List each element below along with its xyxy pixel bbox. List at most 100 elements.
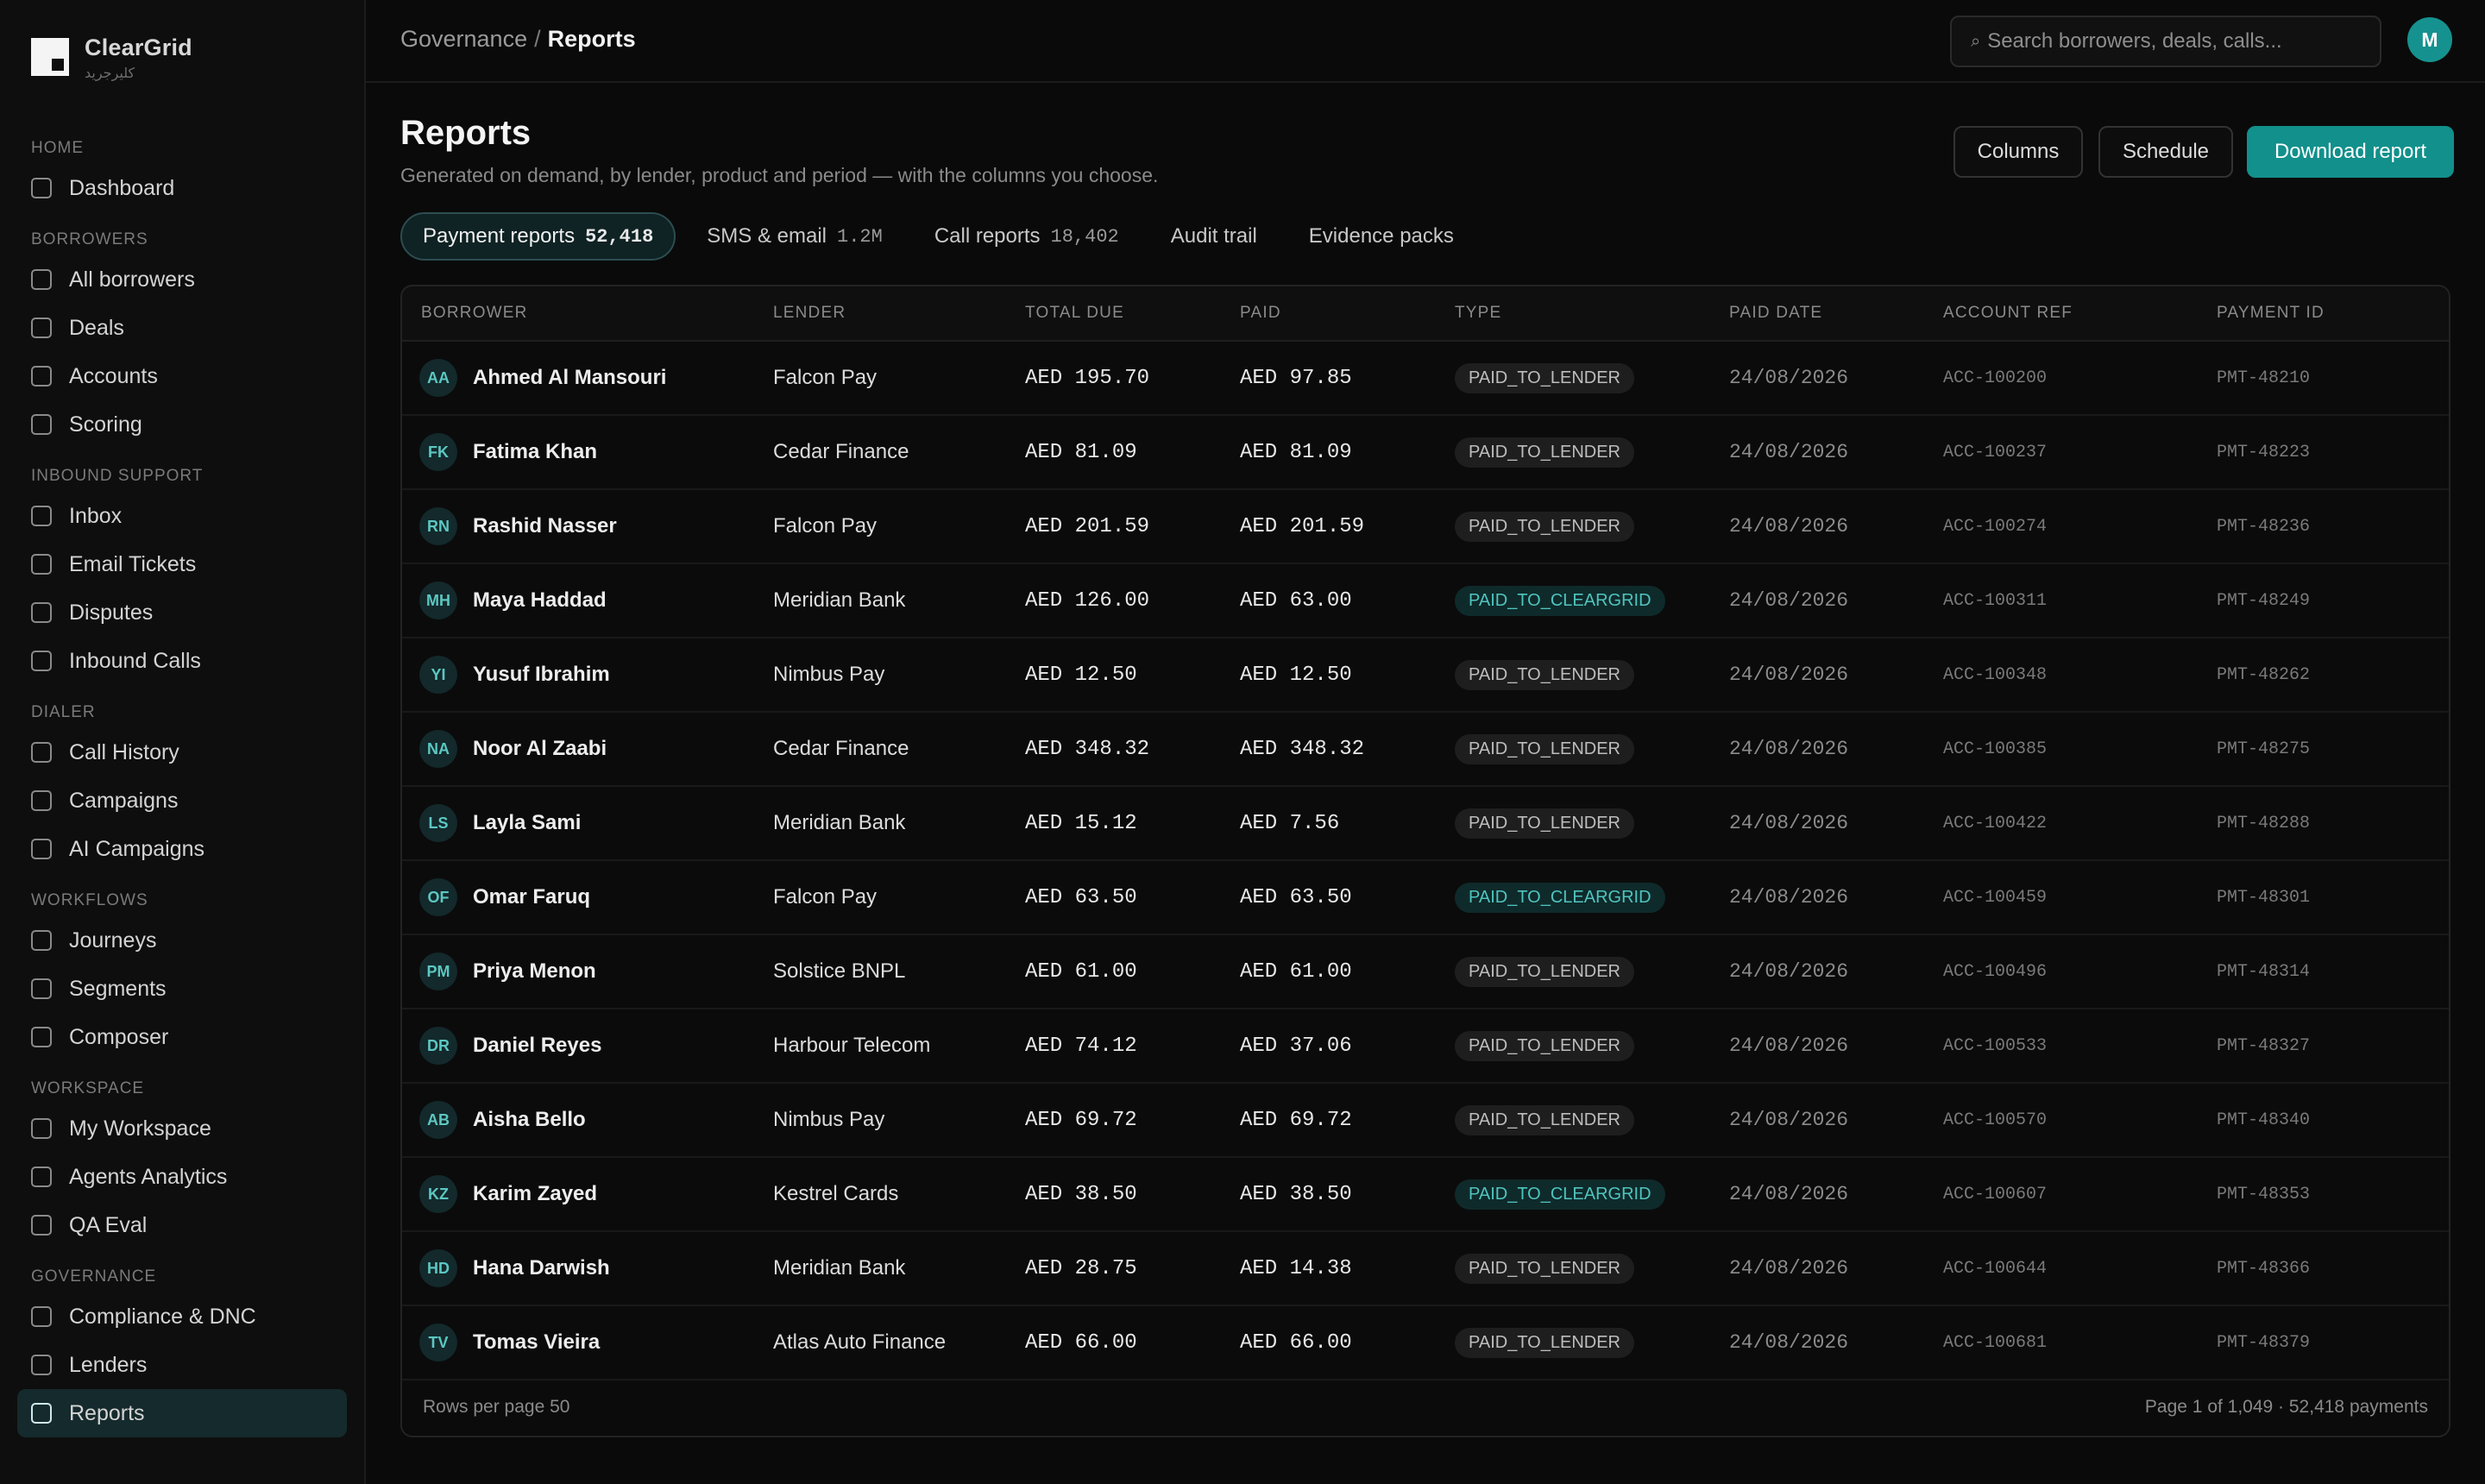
column-header-paid[interactable]: PAID: [1240, 304, 1281, 322]
paid-date-value: 24/08/2026: [1729, 1109, 1849, 1131]
column-header-lender[interactable]: LENDER: [773, 304, 846, 322]
column-header-type[interactable]: TYPE: [1455, 304, 1502, 322]
payment-id-value: PMT-48223: [2217, 442, 2311, 462]
sidebar-item-dashboard[interactable]: Dashboard: [17, 164, 347, 212]
table-body: AA Ahmed Al Mansouri Falcon Pay AED 195.70 A…: [402, 342, 2449, 1380]
columns-button[interactable]: Columns: [1953, 126, 2083, 178]
borrower-name[interactable]: Hana Darwish: [473, 1256, 610, 1280]
rows-per-page[interactable]: Rows per page 50: [423, 1397, 570, 1417]
sidebar-item-all-borrowers[interactable]: All borrowers: [17, 255, 347, 304]
column-header-total-due[interactable]: TOTAL DUE: [1025, 304, 1124, 322]
sidebar-item-call-history[interactable]: Call History: [17, 728, 347, 777]
nav-item-icon: [31, 318, 52, 338]
borrower-name[interactable]: Fatima Khan: [473, 440, 598, 463]
table-row[interactable]: TV Tomas Vieira Atlas Auto Finance AED 66.0…: [402, 1306, 2449, 1380]
sidebar-item-segments[interactable]: Segments: [17, 965, 347, 1013]
borrower-name[interactable]: Tomas Vieira: [473, 1330, 601, 1354]
nav-item-icon: [31, 930, 52, 951]
table-row[interactable]: LS Layla Sami Meridian Bank AED 15.12 AED 7.…: [402, 787, 2449, 861]
total-due-value: AED 28.75: [1025, 1256, 1137, 1280]
tab-sms-and-email[interactable]: SMS & email 1.2M: [686, 212, 903, 261]
sidebar-item-campaigns[interactable]: Campaigns: [17, 777, 347, 825]
nav-item-icon: [31, 554, 52, 575]
table-row[interactable]: AA Ahmed Al Mansouri Falcon Pay AED 195.70 A…: [402, 342, 2449, 416]
borrower-name[interactable]: Aisha Bello: [473, 1108, 586, 1131]
borrower-avatar: MH: [419, 582, 457, 619]
sidebar-item-journeys[interactable]: Journeys: [17, 916, 347, 965]
column-header-paid-date[interactable]: PAID DATE: [1729, 304, 1823, 322]
borrower-name[interactable]: Noor Al Zaabi: [473, 737, 607, 760]
borrower-name[interactable]: Karim Zayed: [473, 1182, 598, 1205]
column-header-borrower[interactable]: BORROWER: [421, 304, 528, 322]
sidebar-item-qa-eval[interactable]: QA Eval: [17, 1201, 347, 1249]
tab-label: Payment reports: [423, 224, 576, 248]
tab-call-reports[interactable]: Call reports 18,402: [914, 212, 1140, 261]
paid-cell: AED 14.38: [1240, 1257, 1455, 1280]
paid-date-cell: 24/08/2026: [1729, 589, 1943, 612]
sidebar-item-compliance-and-dnc[interactable]: Compliance & DNC: [17, 1292, 347, 1341]
total-due-cell: AED 201.59: [1025, 515, 1240, 538]
borrower-name[interactable]: Yusuf Ibrahim: [473, 663, 610, 686]
user-avatar[interactable]: M: [2407, 17, 2452, 62]
brand[interactable]: ClearGrid كليرجريد: [31, 35, 192, 81]
paid-date-cell: 24/08/2026: [1729, 1183, 1943, 1205]
paid-date-cell: 24/08/2026: [1729, 812, 1943, 834]
tab-audit-trail[interactable]: Audit trail: [1150, 212, 1278, 261]
sidebar-item-scoring[interactable]: Scoring: [17, 400, 347, 449]
breadcrumb-parent[interactable]: Governance: [400, 26, 528, 52]
tab-evidence-packs[interactable]: Evidence packs: [1288, 212, 1475, 261]
sidebar-item-reports[interactable]: Reports: [17, 1389, 347, 1437]
table-row[interactable]: RN Rashid Nasser Falcon Pay AED 201.59 AED 2…: [402, 490, 2449, 564]
table-row[interactable]: YI Yusuf Ibrahim Nimbus Pay AED 12.50 AED 12…: [402, 638, 2449, 713]
table-row[interactable]: OF Omar Faruq Falcon Pay AED 63.50 AED 63.50…: [402, 861, 2449, 935]
payment-id-value: PMT-48262: [2217, 664, 2311, 685]
borrower-name[interactable]: Daniel Reyes: [473, 1034, 602, 1057]
topbar: Governance/Reports ⌕ M: [366, 0, 2485, 83]
borrower-name[interactable]: Rashid Nasser: [473, 514, 617, 538]
account-ref-value: ACC-100533: [1943, 1035, 2048, 1056]
sidebar-item-label: AI Campaigns: [69, 836, 205, 861]
paid-value: AED 61.00: [1240, 959, 1352, 984]
table-row[interactable]: HD Hana Darwish Meridian Bank AED 28.75 AED …: [402, 1232, 2449, 1306]
account-ref-cell: ACC-100570: [1943, 1110, 2217, 1130]
table-row[interactable]: DR Daniel Reyes Harbour Telecom AED 74.12 AE…: [402, 1009, 2449, 1084]
search-box[interactable]: ⌕: [1950, 16, 2381, 67]
borrower-name[interactable]: Omar Faruq: [473, 885, 591, 909]
table-row[interactable]: FK Fatima Khan Cedar Finance AED 81.09 AED 8…: [402, 416, 2449, 490]
table-row[interactable]: PM Priya Menon Solstice BNPL AED 61.00 AED 6…: [402, 935, 2449, 1009]
column-header-payment-id[interactable]: PAYMENT ID: [2217, 304, 2325, 322]
borrower-name[interactable]: Layla Sami: [473, 811, 582, 834]
paid-cell: AED 97.85: [1240, 367, 1455, 390]
search-input[interactable]: [1987, 29, 2350, 53]
schedule-button[interactable]: Schedule: [2098, 126, 2233, 178]
table-row[interactable]: MH Maya Haddad Meridian Bank AED 126.00 AED …: [402, 564, 2449, 638]
sidebar-item-accounts[interactable]: Accounts: [17, 352, 347, 400]
borrower-name[interactable]: Priya Menon: [473, 959, 596, 983]
tab-payment-reports[interactable]: Payment reports 52,418: [400, 212, 676, 261]
paid-cell: AED 37.06: [1240, 1034, 1455, 1058]
sidebar-item-label: Deals: [69, 315, 124, 340]
borrower-cell: OF Omar Faruq: [402, 878, 773, 916]
payment-id-cell: PMT-48327: [2217, 1036, 2449, 1056]
payment-type-badge: PAID_TO_LENDER: [1455, 733, 1634, 764]
download-report-button[interactable]: Download report: [2247, 126, 2454, 178]
borrower-name[interactable]: Maya Haddad: [473, 588, 607, 612]
type-cell: PAID_TO_CLEARGRID: [1455, 882, 1729, 913]
sidebar-item-lenders[interactable]: Lenders: [17, 1341, 347, 1389]
table-row[interactable]: KZ Karim Zayed Kestrel Cards AED 38.50 AED 3…: [402, 1158, 2449, 1232]
sidebar-item-deals[interactable]: Deals: [17, 304, 347, 352]
sidebar-item-composer[interactable]: Composer: [17, 1013, 347, 1061]
sidebar-item-agents-analytics[interactable]: Agents Analytics: [17, 1153, 347, 1201]
table-row[interactable]: NA Noor Al Zaabi Cedar Finance AED 348.32 AE…: [402, 713, 2449, 787]
table-row[interactable]: AB Aisha Bello Nimbus Pay AED 69.72 AED 69.7…: [402, 1084, 2449, 1158]
sidebar-item-email-tickets[interactable]: Email Tickets: [17, 540, 347, 588]
sidebar-item-inbox[interactable]: Inbox: [17, 492, 347, 540]
type-cell: PAID_TO_CLEARGRID: [1455, 585, 1729, 616]
sidebar-item-ai-campaigns[interactable]: AI Campaigns: [17, 825, 347, 873]
sidebar-item-inbound-calls[interactable]: Inbound Calls: [17, 637, 347, 685]
sidebar-item-disputes[interactable]: Disputes: [17, 588, 347, 637]
column-header-account-ref[interactable]: ACCOUNT REF: [1943, 304, 2073, 322]
payments-table: BORROWER LENDER TOTAL DUE PAID TYPE PAID DATE…: [400, 285, 2450, 1437]
borrower-name[interactable]: Ahmed Al Mansouri: [473, 366, 667, 389]
sidebar-item-my-workspace[interactable]: My Workspace: [17, 1104, 347, 1153]
